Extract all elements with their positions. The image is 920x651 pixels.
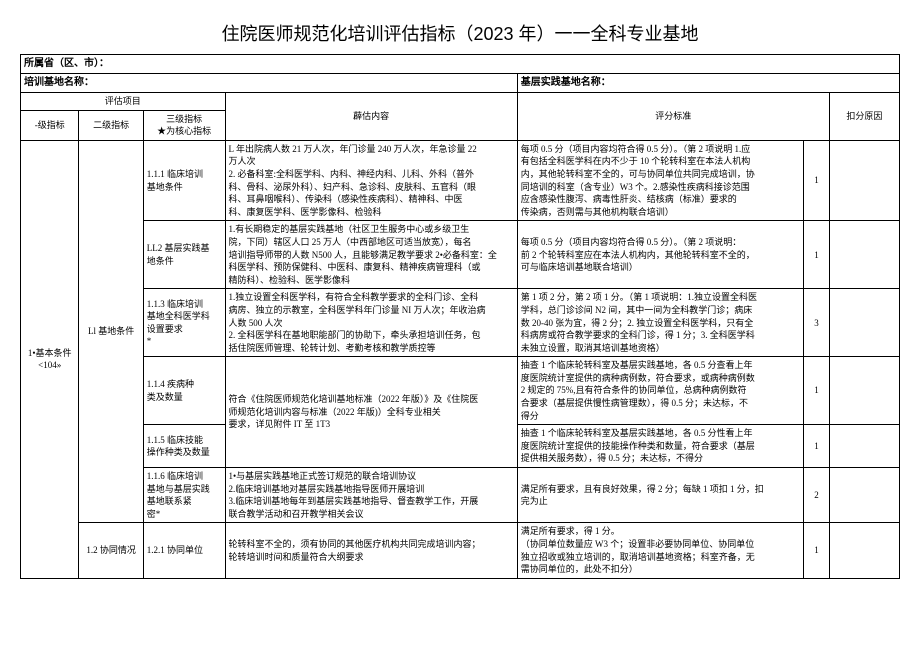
- eval-table: 所属省（区、市）： 培训基地名称： 基层实践基地名称： 评估项目 薜估内容 评分…: [20, 54, 900, 579]
- base-label: 培训基地名称：: [21, 74, 518, 93]
- std-cell: 满足所有要求，得 1 分。 （协同单位数量应 W3 个；设置非必要协同单位、协同…: [517, 523, 803, 578]
- score-cell: 1: [804, 221, 830, 289]
- content-cell: 符合《住院医师规范化培训基地标准（2022 年版）》及《住院医 师规范化培训内容…: [225, 357, 517, 468]
- content-cell: 1.独立设置全科医学科，有符合全科教学要求的全科门诊、全科 病房、独立的示教室，…: [225, 289, 517, 357]
- score-cell: 1: [804, 523, 830, 578]
- th-eval-content: 薜估内容: [225, 93, 517, 141]
- province-label: 所属省（区、市）：: [21, 55, 900, 74]
- std-cell: 每项 0.5 分（项目内容均符合得 0.5 分）。（第 2 项说明 1.应 有包…: [517, 140, 803, 221]
- reason-cell: [829, 425, 899, 468]
- page-title: 住院医师规范化培训评估指标（2023 年）一一全科专业基地: [20, 20, 900, 46]
- lv3-cell: 1.1.4 疾病种 类及数量: [143, 357, 225, 425]
- lv3-cell: 1.1.6 临床培训 基地与基层实践 基地联系紧 密*: [143, 468, 225, 523]
- lv3-cell: 1.1.3 临床培训 基地全科医学科 设置要求 *: [143, 289, 225, 357]
- th-deduct-reason: 扣分原因: [829, 93, 899, 141]
- std-cell: 满足所有要求，且有良好效果，得 2 分；每缺 1 项扣 1 分，扣 完为止: [517, 468, 803, 523]
- reason-cell: [829, 140, 899, 221]
- lv3-cell: LL2 基层实践基 地条件: [143, 221, 225, 289]
- lv2-cell-2: 1.2 协同情况: [79, 523, 143, 578]
- content-cell: L 年出院病人数 21 万人次，年门诊量 240 万人次，年急诊量 22 万人次…: [225, 140, 517, 221]
- std-cell: 抽查 1 个临床轮转科室及基层实践基地，各 0.5 分查看上年 度医院统计室提供…: [517, 357, 803, 425]
- reason-cell: [829, 468, 899, 523]
- reason-cell: [829, 523, 899, 578]
- std-cell: 第 1 项 2 分，第 2 项 1 分。（第 1 项说明：1.独立设置全科医 学…: [517, 289, 803, 357]
- th-lv3: 三级指标 ★为核心指标: [143, 110, 225, 140]
- reason-cell: [829, 289, 899, 357]
- score-cell: 1: [804, 140, 830, 221]
- std-cell: 抽查 1 个临床轮转科室及基层实践基地，各 0.5 分性看上年 度医院统计室提供…: [517, 425, 803, 468]
- th-lv1: -级指标: [21, 110, 79, 140]
- lv2-cell-1: Ll 基地条件: [79, 140, 143, 523]
- lv3-cell: 1.2.1 协同单位: [143, 523, 225, 578]
- lv3-cell: 1.1.5 临床技能 操作种类及数量: [143, 425, 225, 468]
- content-cell: 轮转科室不全的，须有协同的其他医疗机构共同完成培训内容； 轮转培训时间和质量符合…: [225, 523, 517, 578]
- th-eval-std: 评分标准: [517, 93, 829, 141]
- reason-cell: [829, 221, 899, 289]
- std-cell: 每项 0.5 分（项目内容均符合得 0.5 分）。（第 2 项说明： 前 2 个…: [517, 221, 803, 289]
- content-cell: 1.有长期稳定的基层实践基地（社区卫生服务中心或乡级卫生 院，下同）辖区人口 2…: [225, 221, 517, 289]
- lv3-cell: 1.1.1 临床培训 基地条件: [143, 140, 225, 221]
- th-lv2: 二级指标: [79, 110, 143, 140]
- score-cell: 2: [804, 468, 830, 523]
- th-eval-item: 评估项目: [21, 93, 226, 111]
- score-cell: 1: [804, 357, 830, 425]
- practice-base-label: 基层实践基地名称：: [517, 74, 899, 93]
- content-cell: 1•与基层实践基地正式签订规范的联合培训协议 2.临床培训基地对基层实践基地指导…: [225, 468, 517, 523]
- score-cell: 3: [804, 289, 830, 357]
- lv1-cell: 1•基本条件 <104»: [21, 140, 79, 578]
- score-cell: 1: [804, 425, 830, 468]
- reason-cell: [829, 357, 899, 425]
